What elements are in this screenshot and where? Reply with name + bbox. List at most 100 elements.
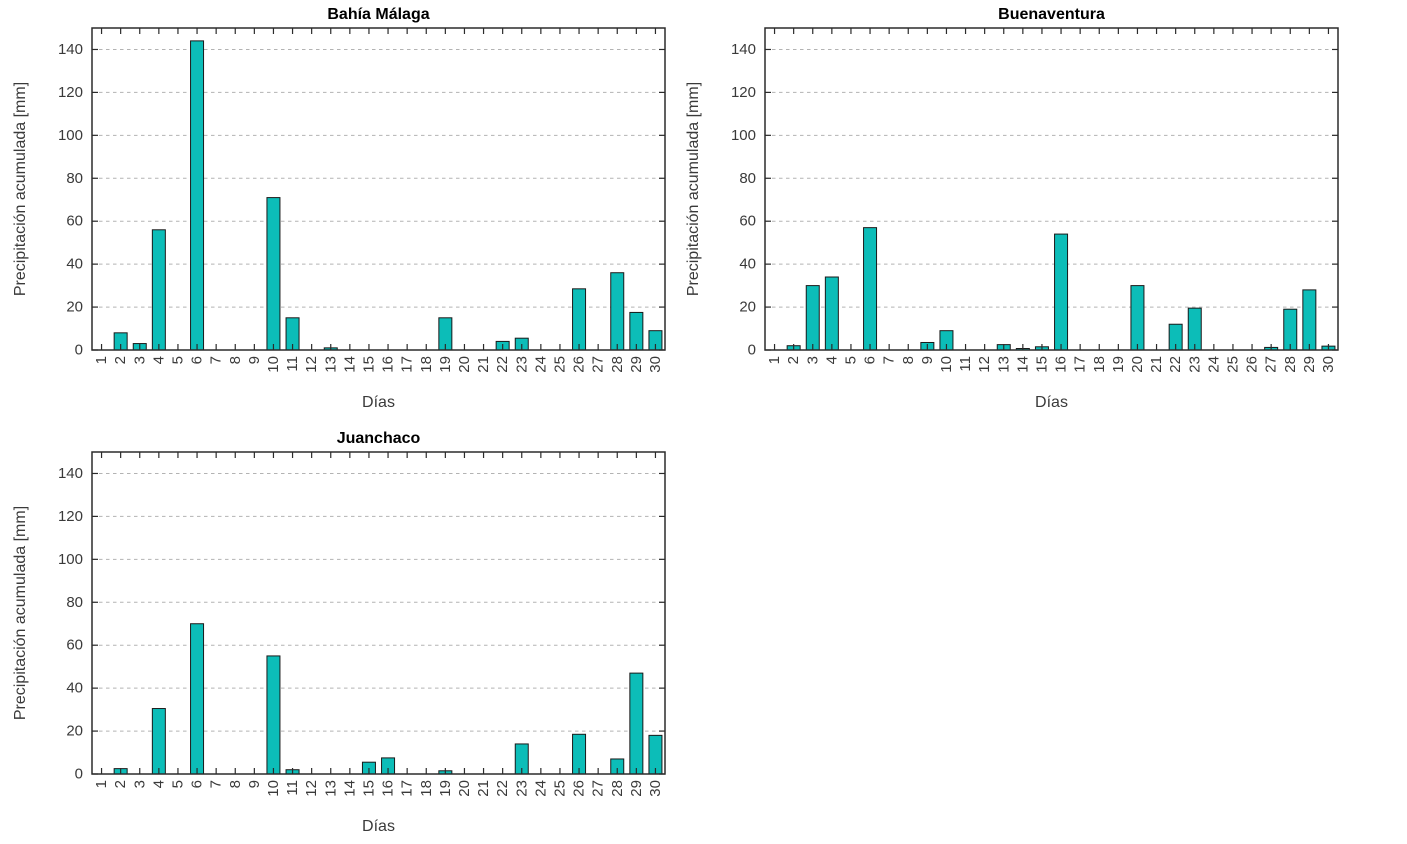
bar-day-20	[1130, 285, 1145, 351]
x-tick-label: 4	[150, 780, 167, 788]
x-tick-label: 19	[1110, 356, 1127, 373]
x-axis-label: Días	[1035, 394, 1068, 411]
x-tick-label: 9	[246, 780, 263, 788]
x-tick-label: 2	[785, 356, 802, 364]
x-tick-label: 20	[456, 780, 473, 797]
x-tick-label: 3	[131, 780, 148, 788]
x-tick-label: 13	[995, 356, 1012, 373]
bar-day-29	[629, 672, 644, 775]
x-tick-label: 6	[189, 780, 206, 788]
x-tick-label: 12	[303, 356, 320, 373]
x-axis-label: Días	[362, 818, 395, 835]
bar-day-23	[1187, 307, 1202, 351]
x-tick-label: 11	[284, 356, 301, 372]
x-tick-label: 28	[1282, 356, 1299, 373]
bar-day-6	[190, 40, 205, 351]
x-tick-label: 6	[862, 356, 879, 364]
y-axis-label: Precipitación acumulada [mm]	[12, 82, 29, 296]
bar-day-4	[824, 276, 839, 351]
x-tick-label: 24	[1205, 356, 1222, 373]
x-tick-label: 27	[1263, 356, 1280, 373]
x-axis-label: Días	[362, 394, 395, 411]
chart-svg-juanchaco: 1 2 3 4 5 6 7 8 9 10 11 12 13 14 15 16 17 18 19 20 21 22 23 24 2…	[12, 430, 666, 835]
x-tick-label: 11	[957, 356, 974, 372]
x-tick-label: 4	[823, 356, 840, 364]
x-tick-label: 25	[1224, 356, 1241, 373]
x-tick-label: 26	[571, 356, 588, 373]
x-tick-label: 26	[571, 780, 588, 797]
x-tick-label: 10	[265, 780, 282, 797]
y-tick-label: 100	[58, 127, 83, 144]
x-tick-label: 19	[437, 780, 454, 797]
x-tick-label: 18	[1091, 356, 1108, 373]
x-tick-label: 26	[1244, 356, 1261, 373]
y-tick-label: 0	[748, 342, 756, 359]
x-tick-label: 2	[112, 356, 129, 364]
x-tick-label: 16	[380, 356, 397, 373]
x-tick-label: 1	[766, 356, 783, 364]
x-tick-label: 28	[609, 356, 626, 373]
axes-box	[91, 451, 666, 775]
bar-day-28	[1283, 308, 1298, 351]
x-tick-label: 15	[360, 356, 377, 373]
bar-day-10	[266, 655, 281, 775]
x-tick-label: 1	[93, 356, 110, 364]
y-tick-label: 40	[66, 680, 83, 697]
chart-title: Bahía Málaga	[327, 6, 429, 23]
y-tick-label: 0	[75, 342, 83, 359]
y-tick-label: 60	[66, 637, 83, 654]
x-tick-label: 5	[842, 356, 859, 364]
bar-day-10	[266, 197, 281, 351]
x-tick-label: 14	[341, 356, 358, 373]
bar-day-6	[863, 227, 878, 351]
x-tick-label: 3	[131, 356, 148, 364]
y-tick-label: 60	[66, 213, 83, 230]
x-tick-label: 12	[303, 780, 320, 797]
y-axis-label: Precipitación acumulada [mm]	[12, 506, 29, 720]
x-tick-label: 9	[919, 356, 936, 364]
chart-svg-buenaventura: 1 2 3 4 5 6 7 8 9 10 11 12 13 14 15 16 17 18 19 20 21 22 23 24 2…	[685, 6, 1339, 411]
x-tick-label: 29	[628, 780, 645, 797]
x-tick-label: 22	[494, 356, 511, 373]
x-tick-label: 15	[1033, 356, 1050, 373]
x-tick-label: 22	[494, 780, 511, 797]
x-tick-label: 5	[169, 356, 186, 364]
chart-svg-bahia-malaga: 1 2 3 4 5 6 7 8 9 10 11 12 13 14 15 16 17 18 19 20 21 22 23 24 2…	[12, 6, 666, 411]
x-tick-label: 9	[246, 356, 263, 364]
chart-bahia-malaga: 1 2 3 4 5 6 7 8 9 10 11 12 13 14 15 16 17 18 19 20 21 22 23 24 2…	[0, 0, 703, 422]
y-tick-label: 120	[58, 84, 83, 101]
x-tick-label: 29	[1301, 356, 1318, 373]
x-tick-label: 17	[1072, 356, 1089, 373]
y-tick-label: 120	[58, 508, 83, 525]
x-tick-label: 15	[360, 780, 377, 797]
x-tick-label: 16	[380, 780, 397, 797]
axes-box	[764, 27, 1339, 351]
x-tick-label: 22	[1167, 356, 1184, 373]
x-tick-label: 8	[900, 356, 917, 364]
x-tick-label: 27	[590, 356, 607, 373]
x-tick-label: 20	[456, 356, 473, 373]
bar-day-6	[190, 623, 205, 775]
x-tick-label: 6	[189, 356, 206, 364]
x-tick-label: 3	[804, 356, 821, 364]
x-tick-label: 30	[1320, 356, 1337, 373]
x-tick-label: 21	[475, 356, 492, 373]
bar-day-4	[151, 229, 166, 351]
y-tick-label: 40	[66, 256, 83, 273]
bar-day-28	[610, 272, 625, 351]
bar-day-4	[151, 708, 166, 775]
x-tick-label: 4	[150, 356, 167, 364]
x-tick-label: 5	[169, 780, 186, 788]
x-tick-label: 27	[590, 780, 607, 797]
x-tick-label: 10	[938, 356, 955, 373]
y-tick-label: 140	[731, 41, 756, 58]
x-tick-label: 7	[881, 356, 898, 364]
x-tick-label: 12	[976, 356, 993, 373]
x-tick-label: 29	[628, 356, 645, 373]
y-tick-label: 100	[58, 551, 83, 568]
x-tick-label: 14	[341, 780, 358, 797]
x-tick-label: 20	[1129, 356, 1146, 373]
x-tick-label: 13	[322, 780, 339, 797]
x-tick-label: 23	[1186, 356, 1203, 373]
